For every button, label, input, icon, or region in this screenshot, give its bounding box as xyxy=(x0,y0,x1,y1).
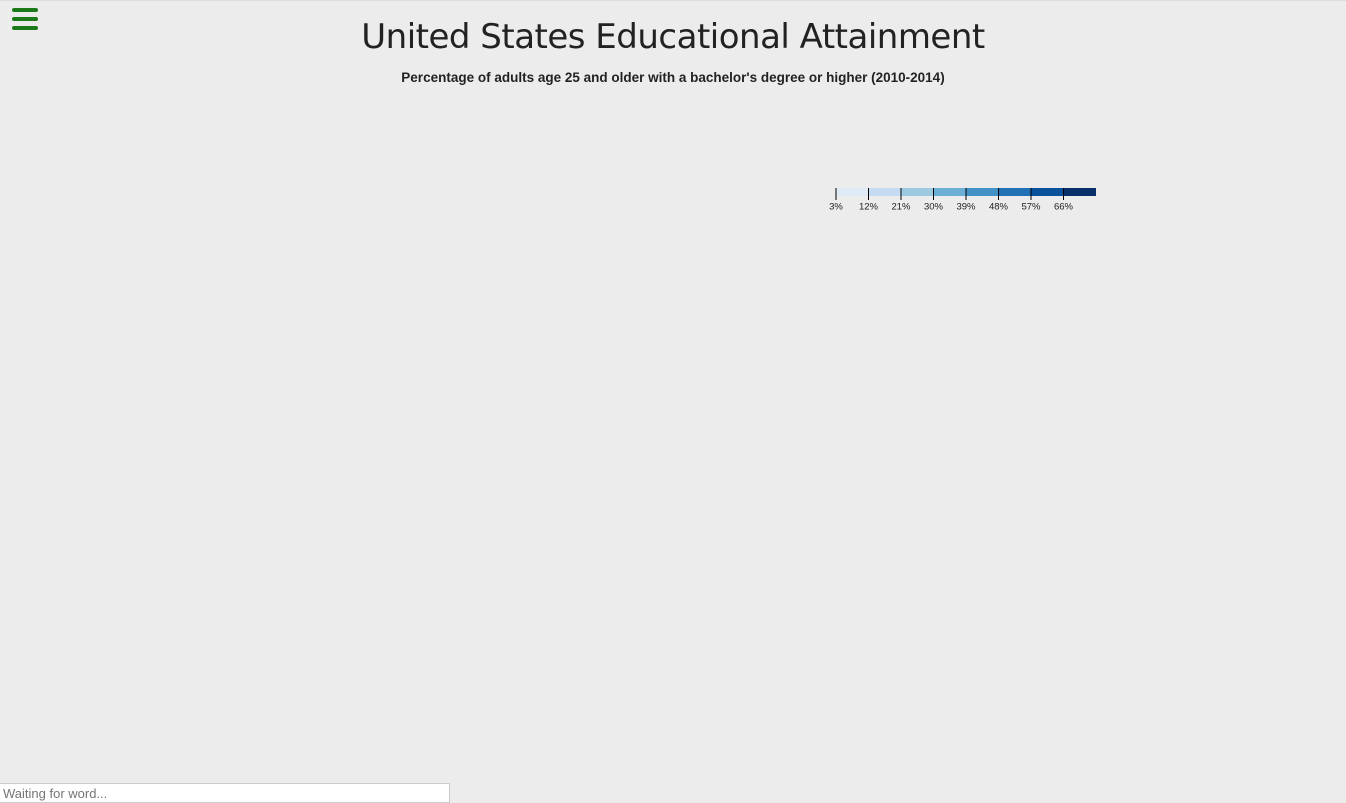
legend-label: 3% xyxy=(829,202,843,213)
menu-button[interactable] xyxy=(12,8,38,30)
page-subtitle: Percentage of adults age 25 and older wi… xyxy=(401,70,945,85)
legend-label: 30% xyxy=(924,202,944,213)
legend-label: 48% xyxy=(989,202,1009,213)
legend-swatch xyxy=(933,188,966,196)
legend-swatch xyxy=(836,188,869,196)
color-legend: 3% 12% 21% 30% 39% 48% 57% 66% xyxy=(829,188,1096,213)
legend-swatch xyxy=(901,188,934,196)
legend-swatch xyxy=(1031,188,1064,196)
legend-label: 21% xyxy=(891,202,911,213)
legend-swatch xyxy=(1063,188,1096,196)
legend-swatch xyxy=(966,188,999,196)
word-input[interactable] xyxy=(0,783,450,803)
legend-swatch xyxy=(868,188,901,196)
legend-label: 12% xyxy=(859,202,879,213)
legend-label: 39% xyxy=(956,202,976,213)
legend-label: 57% xyxy=(1021,202,1041,213)
legend-label: 66% xyxy=(1054,202,1074,213)
page-title: United States Educational Attainment xyxy=(361,17,985,57)
legend-swatch xyxy=(998,188,1031,196)
